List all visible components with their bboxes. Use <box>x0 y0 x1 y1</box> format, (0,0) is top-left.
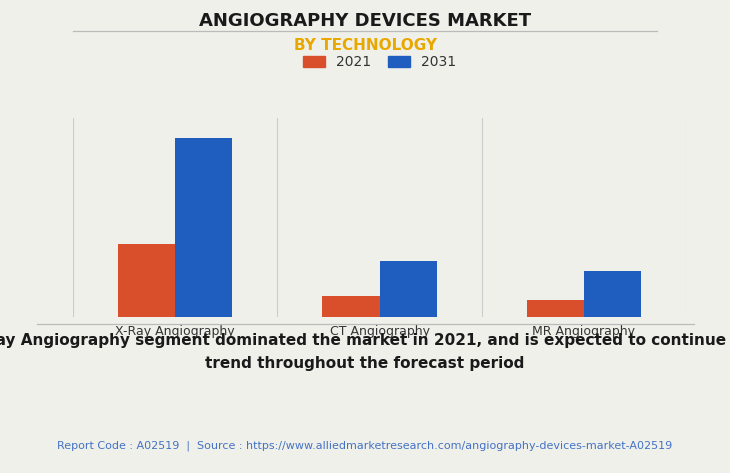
Bar <box>527 300 584 317</box>
Bar <box>584 271 641 317</box>
Bar <box>175 138 232 317</box>
Text: Report Code : A02519  |  Source : https://www.alliedmarketresearch.com/angiograp: Report Code : A02519 | Source : https://… <box>58 441 672 451</box>
Text: ANGIOGRAPHY DEVICES MARKET: ANGIOGRAPHY DEVICES MARKET <box>199 12 531 30</box>
Bar <box>380 261 437 317</box>
Text: X-Ray Angiography segment dominated the market in 2021, and is expected to conti: X-Ray Angiography segment dominated the … <box>0 333 730 371</box>
Legend: 2021, 2031: 2021, 2031 <box>297 50 462 75</box>
Bar <box>323 296 380 317</box>
Bar <box>118 244 175 317</box>
Text: BY TECHNOLOGY: BY TECHNOLOGY <box>293 38 437 53</box>
